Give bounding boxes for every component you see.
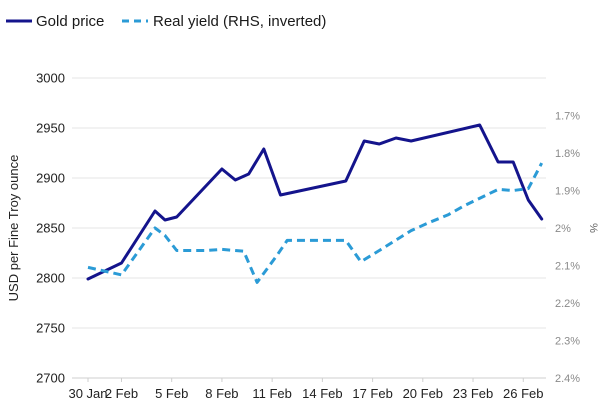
left-axis-tick-label: 3000 — [36, 71, 65, 86]
left-axis-tick-label: 2900 — [36, 171, 65, 186]
right-axis-tick-label: 1.7% — [555, 111, 580, 123]
x-axis-tick-label: 11 Feb — [252, 386, 292, 401]
right-axis-tick-label: 1.8% — [555, 148, 580, 160]
x-axis-tick-label: 5 Feb — [155, 386, 188, 401]
right-axis-tick-label: 2.4% — [555, 373, 580, 385]
x-axis-tick-label: 17 Feb — [352, 386, 392, 401]
x-axis-tick-label: 20 Feb — [403, 386, 443, 401]
left-axis-tick-label: 2750 — [36, 321, 65, 336]
legend-label-real-yield: Real yield (RHS, inverted) — [153, 13, 326, 30]
left-axis-tick-label: 2950 — [36, 121, 65, 136]
right-axis-ticks: 1.7% 1.8% 1.9% 2% 2.1% 2.2% 2.3% 2.4% — [555, 111, 580, 386]
right-axis-tick-label: 2.1% — [555, 261, 580, 273]
left-axis-tick-label: 2800 — [36, 271, 65, 286]
right-axis-tick-label: 2.2% — [555, 298, 580, 310]
x-axis-tick-label: 26 Feb — [503, 386, 543, 401]
right-axis-title: % — [587, 223, 599, 233]
left-axis-tick-label: 2700 — [36, 371, 65, 386]
x-axis-tick-label: 30 Jan — [68, 386, 107, 401]
series-line-gold-price — [86, 123, 544, 281]
right-axis-tick-label: 2.3% — [555, 336, 580, 348]
series-layer — [86, 123, 544, 284]
left-axis-tick-label: 2850 — [36, 221, 65, 236]
series-line-real-yield — [87, 162, 544, 284]
legend-label-gold-price: Gold price — [36, 13, 104, 30]
x-axis-tick-label: 14 Feb — [302, 386, 342, 401]
x-axis-tick-label: 2 Feb — [105, 386, 138, 401]
x-axis-tick-label: 8 Feb — [205, 386, 238, 401]
left-axis-ticks: 3000 2950 2900 2850 2800 2750 2700 — [36, 71, 65, 386]
right-axis-tick-label: 1.9% — [555, 186, 580, 198]
x-axis-tick-label: 23 Feb — [453, 386, 493, 401]
legend: Gold price Real yield (RHS, inverted) — [6, 13, 326, 30]
right-axis-tick-label: 2% — [555, 223, 571, 235]
gridlines — [72, 77, 546, 379]
left-axis-title: USD per Fine Troy ounce — [6, 155, 21, 302]
